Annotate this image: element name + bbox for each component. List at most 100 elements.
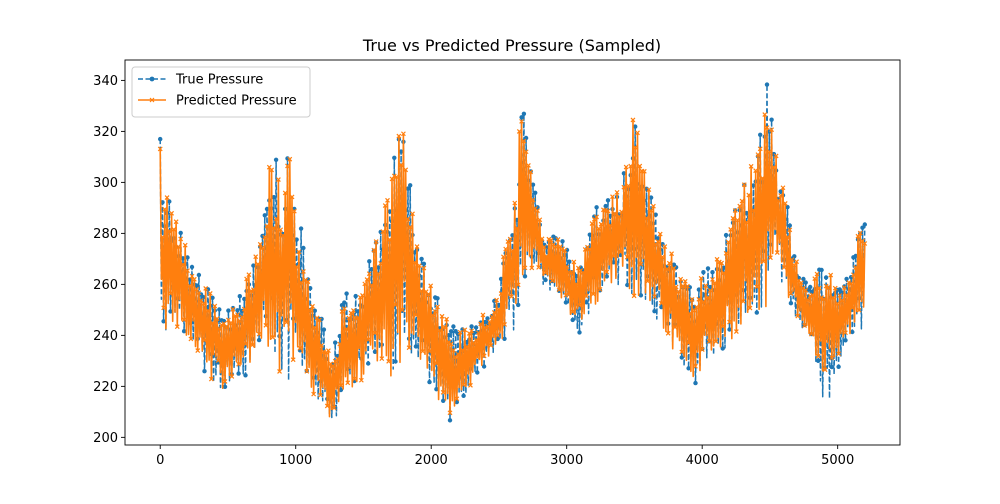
data-point	[419, 288, 425, 294]
data-point	[567, 259, 572, 264]
data-point	[597, 286, 603, 292]
data-point	[541, 244, 547, 250]
data-point	[294, 237, 299, 242]
data-point	[474, 354, 480, 360]
legend-marker	[149, 97, 155, 103]
data-point	[744, 219, 750, 225]
data-point	[318, 392, 323, 398]
data-point	[535, 205, 540, 210]
data-point	[262, 234, 268, 240]
series-layer	[157, 82, 868, 423]
data-point	[352, 376, 357, 382]
data-point	[835, 301, 840, 306]
data-point	[194, 283, 199, 288]
data-point	[475, 370, 480, 375]
data-point	[808, 284, 813, 290]
data-point	[260, 245, 265, 251]
data-point	[243, 373, 248, 378]
data-point	[515, 282, 521, 288]
data-point	[703, 283, 709, 289]
data-point	[469, 324, 474, 329]
data-point	[848, 281, 854, 286]
data-point	[744, 210, 749, 216]
data-point	[441, 324, 447, 330]
data-point	[728, 227, 734, 232]
data-point	[242, 296, 247, 302]
data-point	[594, 205, 599, 210]
data-point	[324, 403, 330, 409]
data-point	[635, 130, 640, 136]
data-point	[337, 341, 343, 347]
data-point	[344, 326, 350, 332]
data-point	[556, 288, 562, 293]
data-point	[537, 217, 543, 223]
data-point	[358, 377, 364, 383]
data-point	[750, 207, 756, 213]
data-point	[480, 312, 486, 318]
data-point	[174, 324, 180, 330]
data-point	[666, 260, 672, 266]
data-point	[416, 263, 422, 269]
data-point	[301, 245, 306, 251]
data-point	[255, 261, 261, 267]
data-point	[215, 358, 221, 363]
data-point	[633, 124, 638, 129]
data-point	[543, 277, 548, 283]
data-point	[825, 284, 831, 290]
data-point	[162, 206, 168, 212]
data-point	[462, 327, 468, 333]
data-point	[157, 146, 163, 152]
data-point	[228, 320, 234, 326]
data-point	[298, 280, 304, 285]
data-point	[814, 271, 820, 277]
data-point	[610, 194, 615, 200]
data-point	[260, 233, 265, 239]
data-point	[222, 384, 228, 389]
data-point	[498, 276, 504, 282]
data-point	[408, 183, 413, 188]
data-point	[701, 270, 706, 275]
data-point	[778, 193, 784, 199]
data-point	[194, 286, 200, 292]
data-point	[570, 309, 576, 315]
data-point	[264, 223, 270, 229]
data-point	[673, 265, 679, 270]
data-point	[407, 224, 413, 230]
x-tick-label: 3000	[550, 453, 583, 468]
data-point	[350, 308, 356, 313]
data-point	[706, 339, 712, 344]
data-point	[849, 305, 855, 311]
data-point	[364, 277, 370, 282]
data-point	[405, 186, 411, 191]
data-point	[291, 208, 297, 214]
data-point	[256, 337, 262, 343]
data-point	[475, 330, 481, 336]
data-point	[733, 329, 739, 334]
data-point	[638, 293, 644, 298]
data-point	[398, 149, 404, 154]
data-point	[830, 295, 836, 301]
data-point	[496, 307, 502, 312]
data-point	[782, 200, 788, 206]
data-point	[485, 316, 490, 321]
y-tick-label: 320	[93, 125, 118, 140]
data-point	[778, 189, 783, 194]
data-point	[623, 164, 629, 170]
data-point	[529, 265, 535, 271]
data-point	[428, 283, 434, 289]
data-point	[720, 324, 726, 329]
data-point	[398, 162, 404, 168]
data-point	[638, 261, 644, 267]
data-point	[338, 383, 344, 388]
data-point	[373, 239, 379, 245]
data-point	[421, 261, 427, 266]
data-point	[191, 276, 197, 282]
data-point	[319, 342, 325, 348]
data-point	[822, 367, 828, 373]
data-point	[583, 293, 589, 299]
data-point	[705, 295, 711, 301]
data-point	[764, 82, 770, 87]
data-point	[173, 219, 179, 225]
